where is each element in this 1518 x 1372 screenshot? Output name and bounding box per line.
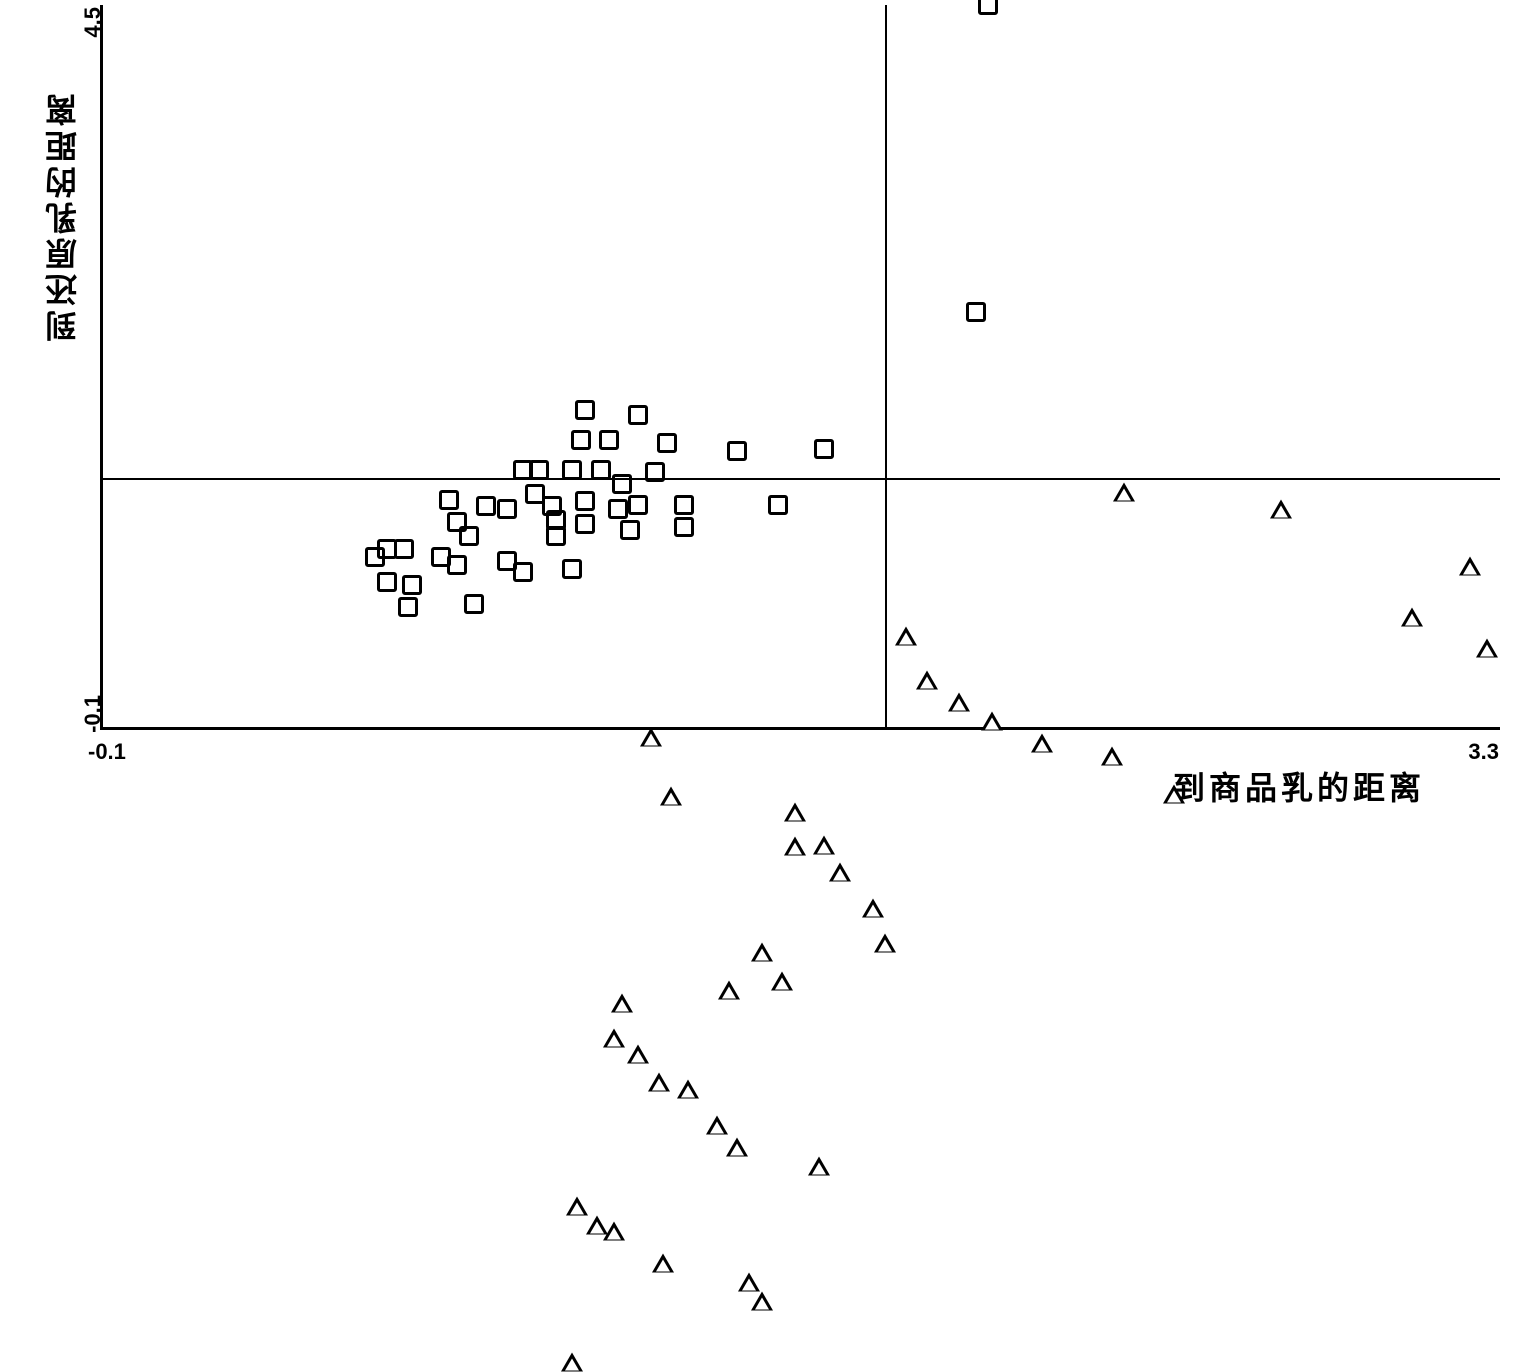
y-axis-label: 到还原乳的距离 (40, 90, 86, 342)
triangle-marker (1031, 734, 1053, 753)
square-marker (575, 491, 595, 511)
triangle-marker (751, 943, 773, 962)
triangle-marker (1270, 500, 1292, 519)
triangle-marker (652, 1253, 674, 1272)
square-marker (562, 460, 582, 480)
triangle-marker (808, 1157, 830, 1176)
triangle-marker (981, 712, 1003, 731)
triangle-marker (1476, 639, 1498, 658)
square-marker (571, 430, 591, 450)
square-marker (620, 520, 640, 540)
x-tick-max: 3.3 (1468, 739, 1499, 765)
triangle-marker (706, 1115, 728, 1134)
square-marker (608, 499, 628, 519)
square-marker (657, 433, 677, 453)
triangle-marker (784, 802, 806, 821)
triangle-marker (862, 899, 884, 918)
triangle-marker (738, 1272, 760, 1291)
square-marker (628, 495, 648, 515)
triangle-marker (771, 971, 793, 990)
square-marker (377, 572, 397, 592)
triangle-marker (718, 981, 740, 1000)
square-marker (476, 496, 496, 516)
square-marker (727, 441, 747, 461)
square-marker (447, 555, 467, 575)
square-marker (628, 405, 648, 425)
horizontal-split-line (103, 478, 1500, 480)
triangle-marker (640, 728, 662, 747)
square-marker (497, 499, 517, 519)
square-marker (978, 0, 998, 15)
square-marker (394, 539, 414, 559)
y-tick-min: -0.1 (80, 695, 106, 733)
triangle-marker (916, 671, 938, 690)
square-marker (599, 430, 619, 450)
square-marker (768, 495, 788, 515)
square-marker (612, 474, 632, 494)
square-marker (459, 526, 479, 546)
triangle-marker (561, 1353, 583, 1372)
square-marker (439, 490, 459, 510)
triangle-marker (948, 693, 970, 712)
vertical-split-line (885, 5, 887, 727)
square-marker (814, 439, 834, 459)
square-marker (529, 460, 549, 480)
square-marker (398, 597, 418, 617)
x-axis-label: 到商品乳的距离 (1173, 763, 1425, 809)
triangle-marker (627, 1044, 649, 1063)
triangle-marker (1459, 557, 1481, 576)
triangle-marker (660, 786, 682, 805)
square-marker (575, 514, 595, 534)
triangle-marker (1401, 607, 1423, 626)
square-marker (546, 526, 566, 546)
triangle-marker (751, 1291, 773, 1310)
triangle-marker (784, 837, 806, 856)
square-marker (402, 575, 422, 595)
plot-area (100, 5, 1500, 730)
triangle-marker (726, 1138, 748, 1157)
triangle-marker (677, 1079, 699, 1098)
square-marker (674, 495, 694, 515)
square-marker (645, 462, 665, 482)
triangle-marker (1101, 747, 1123, 766)
square-marker (513, 562, 533, 582)
square-marker (966, 302, 986, 322)
triangle-marker (874, 933, 896, 952)
triangle-marker (1163, 785, 1185, 804)
triangle-marker (829, 862, 851, 881)
triangle-marker (813, 835, 835, 854)
triangle-marker (1113, 483, 1135, 502)
y-tick-max: 4.5 (80, 7, 106, 38)
square-marker (464, 594, 484, 614)
square-marker (575, 400, 595, 420)
scatter-chart: 到还原乳的距离 到商品乳的距离 4.5 -0.1 -0.1 3.3 (45, 5, 1505, 805)
triangle-marker (603, 1028, 625, 1047)
triangle-marker (895, 626, 917, 645)
square-marker (562, 559, 582, 579)
triangle-marker (566, 1196, 588, 1215)
triangle-marker (648, 1073, 670, 1092)
triangle-marker (603, 1221, 625, 1240)
square-marker (591, 460, 611, 480)
triangle-marker (611, 994, 633, 1013)
x-tick-min: -0.1 (88, 739, 126, 765)
square-marker (674, 517, 694, 537)
